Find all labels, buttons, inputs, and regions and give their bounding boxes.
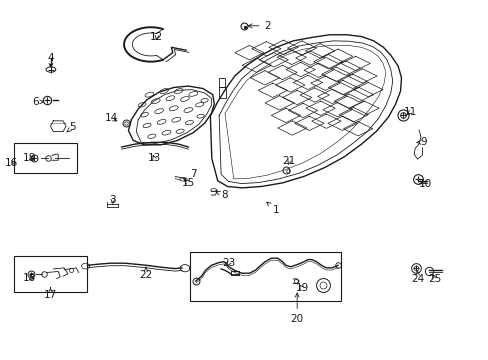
Bar	[14, 256, 86, 292]
Text: 25: 25	[427, 274, 440, 284]
Text: 24: 24	[410, 271, 424, 284]
Text: 9: 9	[416, 138, 427, 147]
Text: 16: 16	[5, 158, 18, 168]
Text: 5: 5	[67, 122, 76, 132]
Bar	[189, 252, 340, 301]
Text: 7: 7	[190, 168, 196, 179]
Text: 18: 18	[22, 153, 36, 163]
Text: 3: 3	[109, 195, 116, 205]
Bar	[14, 143, 77, 173]
Text: 13: 13	[147, 153, 161, 163]
Text: 18: 18	[22, 273, 36, 283]
Text: 6: 6	[32, 97, 43, 107]
Text: 19: 19	[295, 283, 308, 293]
Text: 17: 17	[44, 288, 57, 301]
Text: 10: 10	[418, 179, 430, 189]
Text: 14: 14	[105, 113, 118, 123]
Text: 2: 2	[248, 21, 271, 31]
Text: 12: 12	[150, 32, 163, 41]
Text: 8: 8	[216, 190, 228, 200]
Text: 4: 4	[47, 53, 54, 67]
Text: 20: 20	[290, 293, 303, 324]
Text: 22: 22	[139, 267, 152, 280]
Text: 11: 11	[403, 107, 416, 117]
Text: 21: 21	[282, 156, 295, 166]
Text: 15: 15	[182, 178, 195, 188]
Text: 1: 1	[266, 202, 279, 216]
Text: 23: 23	[222, 258, 235, 268]
